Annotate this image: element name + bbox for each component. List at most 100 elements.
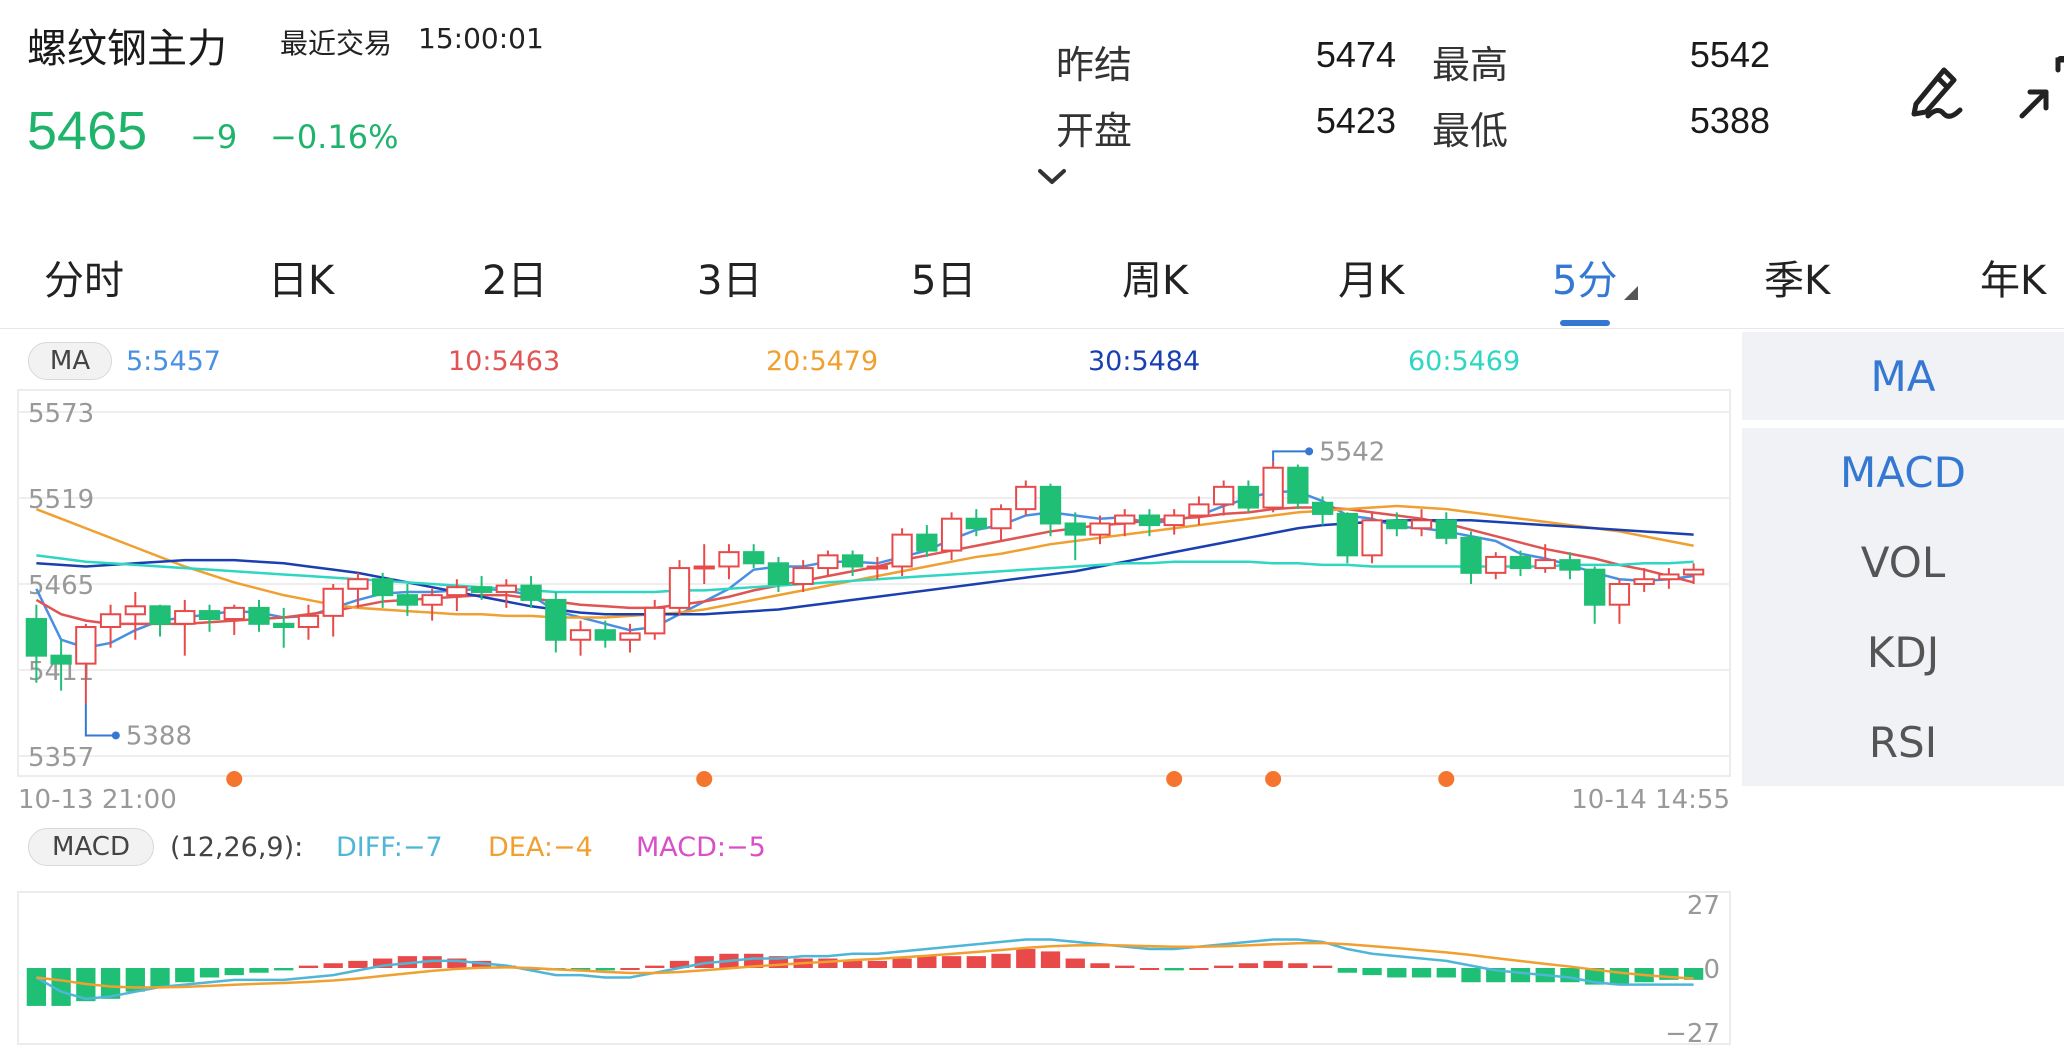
tab-5-day[interactable]: 5日 [911, 258, 977, 304]
tab-month-k[interactable]: 月K [1338, 258, 1405, 304]
quote-value-prev-settle: 5474 [1315, 34, 1396, 75]
quote-value-high: 5542 [1689, 34, 1770, 75]
macd-chart[interactable]: 27 0 −27 [0, 890, 1736, 1056]
tab-week-k[interactable]: 周K [1122, 258, 1189, 304]
macd-bar [1362, 968, 1382, 976]
macd-bar [150, 968, 170, 987]
ma-line-60 [36, 554, 1694, 594]
indicator-panel-sub [1742, 428, 2064, 786]
macd-bar [1411, 968, 1432, 978]
candle [1361, 512, 1383, 564]
candle [1311, 496, 1334, 526]
macd-bar [1510, 968, 1531, 983]
quote-label-prev-settle: 昨结 [1056, 43, 1133, 87]
candle [1163, 509, 1185, 535]
candle [1262, 461, 1284, 513]
period-tabs: 分时 日K 2日 3日 5日 周K 月K 5分 季K 年K [0, 240, 2064, 330]
candle [1608, 579, 1631, 624]
x-end-label: 10-14 14:55 [1571, 785, 1730, 815]
macd-y-tick-label: −27 [1665, 1019, 1720, 1049]
tab-2-day[interactable]: 2日 [482, 258, 548, 304]
tabs-divider [0, 328, 2064, 329]
candle [520, 576, 542, 608]
candle [198, 604, 221, 632]
macd-bar [645, 965, 665, 968]
macd-bar [1115, 965, 1135, 968]
candle [495, 579, 517, 608]
macd-bar [867, 960, 888, 968]
last-trade-time: 15:00:01 [418, 22, 544, 55]
indicator-macd[interactable]: MACD [1840, 448, 1966, 497]
tab-intraday[interactable]: 分时 [44, 258, 124, 304]
macd-badge[interactable]: MACD [28, 828, 154, 866]
macd-bar [818, 958, 838, 968]
tab-day-k[interactable]: 日K [268, 258, 335, 304]
candle [1559, 552, 1581, 580]
indicator-vol[interactable]: VOL [1860, 538, 1946, 587]
candle [817, 550, 839, 577]
y-tick-label: 5465 [28, 571, 94, 601]
macd-bar [966, 956, 986, 968]
y-tick-label: 5573 [28, 399, 94, 429]
tab-5-min[interactable]: 5分 [1552, 258, 1618, 304]
candle [792, 560, 814, 592]
event-marker [1166, 771, 1183, 787]
ma-badge[interactable]: MA [28, 342, 112, 380]
last-price: 5465 [27, 101, 148, 161]
pen-draw-icon[interactable] [1908, 60, 1964, 120]
candle [891, 528, 913, 577]
high-annotation-label: 5542 [1319, 437, 1385, 467]
low-annotation-line [84, 703, 116, 737]
macd-bar [1040, 951, 1061, 968]
macd-bar [224, 968, 244, 976]
macd-bar [1609, 968, 1630, 985]
candle [174, 599, 196, 656]
candle [644, 599, 666, 640]
indicator-panel-main [1742, 332, 2064, 420]
indicator-kdj[interactable]: KDJ [1866, 628, 1940, 677]
macd-bar [199, 968, 220, 978]
macd-y-tick-label: 27 [1687, 891, 1720, 921]
candle [1584, 566, 1606, 624]
tab-year-k[interactable]: 年K [1980, 258, 2047, 304]
macd-bar [842, 960, 863, 968]
macd-bar [1164, 968, 1184, 971]
dropdown-triangle-icon[interactable] [1624, 286, 1638, 300]
macd-bar [1683, 968, 1704, 980]
ma20-legend: 20:5479 [766, 346, 879, 377]
macd-bar [1312, 965, 1333, 968]
indicator-rsi[interactable]: RSI [1868, 718, 1938, 767]
ma-line-20 [35, 504, 1694, 619]
quote-value-open: 5423 [1315, 100, 1396, 141]
chevron-down-icon[interactable] [1038, 168, 1066, 186]
candle [1509, 550, 1532, 577]
candle [743, 544, 765, 569]
candle [1287, 464, 1309, 510]
candle [965, 509, 987, 537]
candle [421, 588, 443, 621]
macd-bar [669, 960, 690, 968]
shrink-screen-icon[interactable] [2018, 56, 2064, 122]
event-marker [1265, 771, 1282, 787]
candle [569, 620, 592, 656]
macd-bar [249, 968, 269, 973]
candle [1114, 509, 1136, 537]
macd-bar [100, 968, 121, 999]
tab-3-day[interactable]: 3日 [697, 258, 763, 304]
quote-value-low: 5388 [1689, 100, 1770, 141]
candle [446, 579, 468, 612]
tab-quarter-k[interactable]: 季K [1764, 258, 1831, 304]
quote-label-low: 最低 [1432, 109, 1509, 153]
macd-bar [1238, 963, 1259, 968]
candle [1633, 568, 1655, 592]
macd-bar [892, 958, 912, 968]
indicator-ma[interactable]: MA [1870, 352, 1936, 401]
ma30-legend: 30:5484 [1088, 346, 1201, 377]
macd-bar [620, 968, 640, 970]
low-annotation-dot [111, 731, 120, 740]
ma5-legend: 5:5457 [126, 346, 221, 377]
macd-bar [1288, 963, 1308, 968]
macd-bar [274, 968, 294, 971]
macd-frame [17, 891, 1731, 1045]
